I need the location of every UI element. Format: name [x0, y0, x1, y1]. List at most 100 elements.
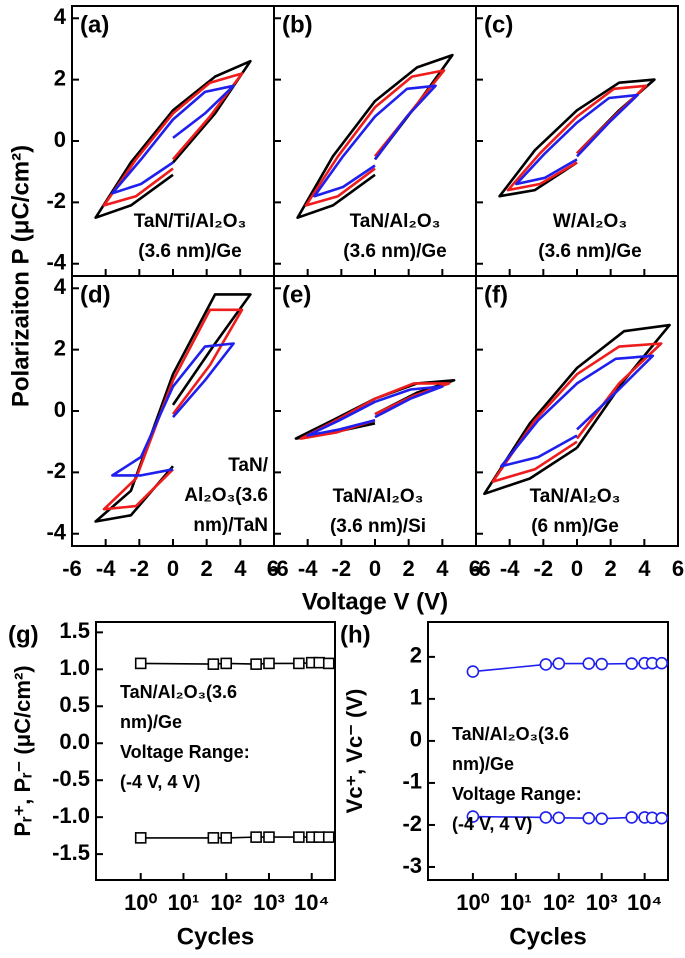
x-tick-label: -2 — [534, 556, 554, 581]
panel-label: (g) — [8, 621, 39, 648]
plot-frame — [427, 621, 669, 881]
y-tick-label: 2 — [410, 643, 422, 668]
annotation: (3.6 nm)/Ge — [138, 241, 241, 262]
marker — [207, 658, 220, 670]
y-axis-title: Vc⁺, Vc⁻ (V) — [342, 689, 367, 814]
series-line — [500, 354, 655, 468]
x-tick-label: 6 — [469, 556, 481, 581]
annotation: TaN/Al₂O₃(3.6 — [120, 682, 237, 702]
y-tick-label: -1.5 — [52, 840, 90, 865]
x-tick-label: 10² — [210, 890, 242, 915]
y-tick-label: -0.5 — [52, 766, 90, 791]
series-line — [111, 84, 235, 195]
x-tick-label: 6 — [267, 556, 279, 581]
x-tick-label: 10² — [543, 890, 575, 915]
annotation: TaN/Ti/Al₂O₃ — [134, 211, 247, 232]
x-tick-label: -6 — [471, 556, 491, 581]
plot-frame — [273, 5, 477, 277]
series-line — [506, 84, 648, 192]
y-tick-label: -2 — [46, 188, 66, 213]
x-tick-label: -2 — [332, 556, 352, 581]
series-line — [102, 308, 244, 511]
x-tick-label: 10⁰ — [124, 890, 157, 915]
x-tick-label: -4 — [500, 556, 520, 581]
marker — [582, 811, 596, 825]
annotation: (3.6 nm)/Si — [330, 516, 426, 537]
marker — [322, 831, 335, 843]
y-axis-title: Polarizaiton P (μC/cm²) — [7, 145, 34, 407]
series-line — [102, 72, 244, 207]
marker — [582, 657, 596, 670]
y-tick-label: -2 — [46, 458, 66, 483]
series-line — [306, 385, 444, 437]
marker — [313, 831, 326, 843]
series-line — [515, 93, 639, 186]
y-axis-title: Pᵣ⁺, Pᵣ⁻ (μC/cm²) — [10, 665, 35, 836]
marker — [655, 656, 669, 670]
marker — [625, 811, 639, 824]
series-line — [483, 323, 671, 496]
panel-label: (h) — [340, 621, 371, 648]
marker — [539, 658, 553, 671]
x-tick-label: 0 — [369, 556, 381, 581]
marker — [263, 657, 275, 670]
marker — [552, 657, 566, 670]
x-tick-label: 10⁰ — [456, 890, 489, 915]
y-tick-label: 1.5 — [59, 618, 90, 643]
y-tick-label: -1.0 — [52, 803, 90, 828]
x-tick-label: 10¹ — [500, 890, 532, 915]
y-tick-label: -2 — [402, 811, 422, 836]
marker — [134, 832, 147, 844]
x-axis-title: Cycles — [177, 923, 254, 950]
series-line — [491, 342, 663, 483]
marker — [263, 831, 275, 843]
x-tick-label: 6 — [672, 556, 684, 581]
x-tick-label: 10³ — [253, 890, 285, 915]
annotation: (-4 V, 4 V) — [452, 814, 532, 834]
y-tick-label: 2 — [54, 65, 66, 90]
annotation: TaN/Al₂O₃ — [333, 486, 424, 507]
y-tick-label: 1 — [410, 685, 422, 710]
series-line — [111, 342, 235, 477]
marker — [250, 831, 262, 843]
y-tick-label: -3 — [402, 853, 422, 878]
panel-label: (b) — [282, 11, 313, 38]
x-axis-title: Voltage V (V) — [302, 588, 448, 615]
marker — [539, 811, 553, 824]
annotation: nm)/TaN — [193, 515, 268, 536]
panel-label: (c) — [484, 11, 513, 38]
x-tick-label: 0 — [167, 556, 179, 581]
marker — [207, 832, 220, 844]
annotation: nm)/Ge — [452, 754, 514, 774]
marker — [595, 657, 609, 671]
y-tick-label: 0 — [54, 397, 66, 422]
series-line — [313, 84, 437, 198]
y-tick-label: 2 — [54, 335, 66, 360]
panel-label: (f) — [484, 281, 508, 308]
panel-label: (a) — [80, 11, 109, 38]
x-tick-label: -2 — [130, 556, 150, 581]
x-tick-label: -4 — [298, 556, 318, 581]
marker — [655, 811, 669, 825]
annotation: Voltage Range: — [452, 784, 582, 804]
annotation: Voltage Range: — [120, 742, 250, 762]
plot-frame — [475, 5, 679, 277]
y-tick-label: -1 — [402, 769, 422, 794]
y-tick-label: 4 — [54, 4, 67, 29]
x-tick-label: -6 — [62, 556, 82, 581]
marker — [134, 657, 147, 670]
marker — [250, 658, 262, 670]
marker — [313, 656, 326, 669]
x-tick-label: 0 — [571, 556, 583, 581]
y-tick-label: -4 — [46, 250, 66, 275]
annotation: W/Al₂O₃ — [553, 211, 627, 232]
x-tick-label: 2 — [605, 556, 617, 581]
y-tick-label: -4 — [46, 520, 66, 545]
x-tick-label: 2 — [403, 556, 415, 581]
plot-frame — [71, 5, 275, 277]
x-tick-label: -6 — [269, 556, 289, 581]
series-line — [304, 69, 446, 207]
plot-frame — [95, 621, 336, 881]
annotation: (-4 V, 4 V) — [120, 772, 200, 792]
